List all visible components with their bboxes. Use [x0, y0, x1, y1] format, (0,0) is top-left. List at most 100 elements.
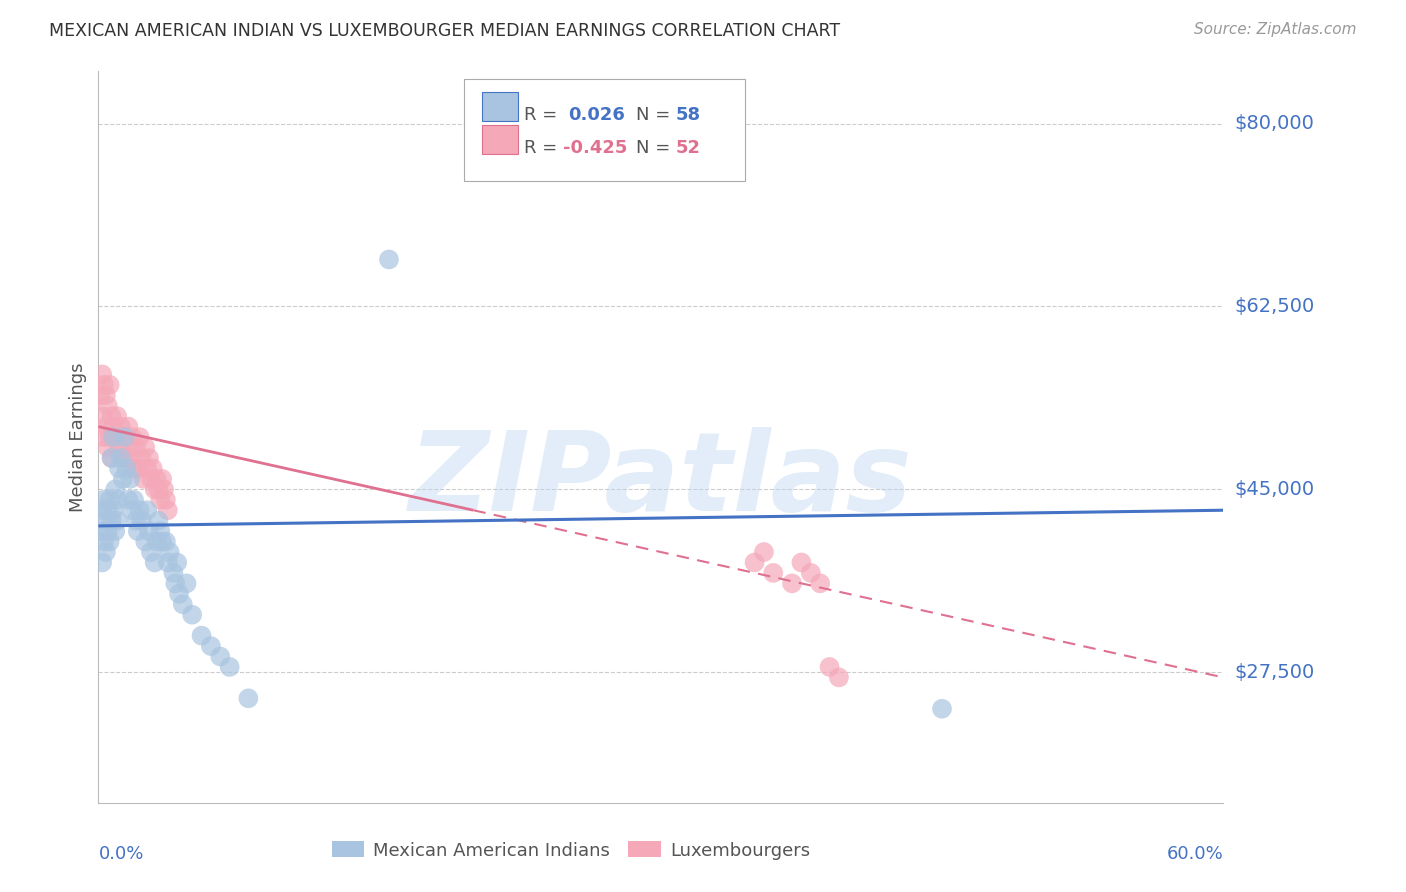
Legend: Mexican American Indians, Luxembourgers: Mexican American Indians, Luxembourgers [332, 841, 810, 860]
Text: 60.0%: 60.0% [1167, 845, 1223, 863]
Point [117, 492, 139, 507]
Point [94, 545, 117, 559]
Text: MEXICAN AMERICAN INDIAN VS LUXEMBOURGER MEDIAN EARNINGS CORRELATION CHART: MEXICAN AMERICAN INDIAN VS LUXEMBOURGER … [49, 22, 841, 40]
Point [238, 691, 260, 706]
Point [108, 441, 131, 455]
Point [115, 461, 138, 475]
Point [98, 534, 121, 549]
Point [128, 430, 150, 444]
Text: N =: N = [636, 106, 676, 125]
Point [149, 524, 172, 538]
Point [136, 461, 159, 475]
Point [97, 524, 120, 538]
Point [114, 430, 136, 444]
Text: $27,500: $27,500 [1234, 663, 1315, 681]
Point [103, 503, 125, 517]
Point [110, 450, 132, 465]
Point [155, 492, 177, 507]
Point [172, 597, 194, 611]
Point [818, 660, 841, 674]
Point [91, 368, 114, 382]
Text: 52: 52 [675, 139, 700, 157]
Point [98, 492, 121, 507]
Point [91, 409, 114, 424]
Point [110, 419, 132, 434]
Point [104, 524, 127, 538]
Point [122, 492, 145, 507]
Point [181, 607, 204, 622]
Point [131, 450, 153, 465]
Point [762, 566, 785, 580]
Point [91, 556, 114, 570]
Point [149, 492, 172, 507]
Text: R =: R = [523, 106, 568, 125]
Point [93, 534, 115, 549]
Point [139, 472, 162, 486]
Point [97, 441, 120, 455]
Point [156, 556, 179, 570]
Point [111, 450, 134, 465]
Point [148, 514, 170, 528]
Point [122, 461, 145, 475]
Point [155, 534, 177, 549]
Point [209, 649, 232, 664]
Point [145, 534, 167, 549]
Point [100, 514, 122, 528]
Point [808, 576, 831, 591]
Point [790, 556, 813, 570]
Text: $80,000: $80,000 [1234, 114, 1315, 133]
Text: $45,000: $45,000 [1234, 480, 1315, 499]
Point [89, 524, 111, 538]
Point [100, 450, 122, 465]
Point [115, 441, 138, 455]
Point [143, 483, 166, 497]
Text: $62,500: $62,500 [1234, 297, 1315, 316]
Point [134, 534, 156, 549]
Point [125, 441, 148, 455]
Point [165, 576, 187, 591]
Point [108, 461, 131, 475]
Point [134, 441, 156, 455]
Point [145, 472, 167, 486]
Point [128, 503, 150, 517]
Point [828, 670, 851, 684]
Text: -0.425: -0.425 [562, 139, 627, 157]
Point [105, 492, 128, 507]
FancyBboxPatch shape [482, 92, 517, 121]
Point [117, 419, 139, 434]
Point [143, 556, 166, 570]
Point [166, 556, 188, 570]
Point [153, 483, 176, 497]
Point [931, 702, 953, 716]
Point [105, 409, 128, 424]
Text: R =: R = [523, 139, 562, 157]
Point [125, 514, 148, 528]
Point [131, 514, 153, 528]
Point [120, 450, 142, 465]
Point [100, 409, 122, 424]
Point [138, 524, 160, 538]
Point [752, 545, 775, 559]
Point [94, 388, 117, 402]
Point [780, 576, 803, 591]
Point [91, 503, 114, 517]
Text: N =: N = [636, 139, 676, 157]
Point [150, 534, 173, 549]
Point [103, 430, 125, 444]
Text: 58: 58 [675, 106, 700, 125]
Point [97, 503, 120, 517]
Point [148, 483, 170, 497]
Point [800, 566, 823, 580]
Point [103, 419, 125, 434]
Point [167, 587, 190, 601]
Point [127, 524, 149, 538]
Point [139, 545, 162, 559]
Point [104, 483, 127, 497]
FancyBboxPatch shape [482, 125, 517, 154]
Point [100, 450, 122, 465]
Point [105, 514, 128, 528]
Point [104, 430, 127, 444]
Point [94, 419, 117, 434]
Point [136, 503, 159, 517]
Point [744, 556, 766, 570]
